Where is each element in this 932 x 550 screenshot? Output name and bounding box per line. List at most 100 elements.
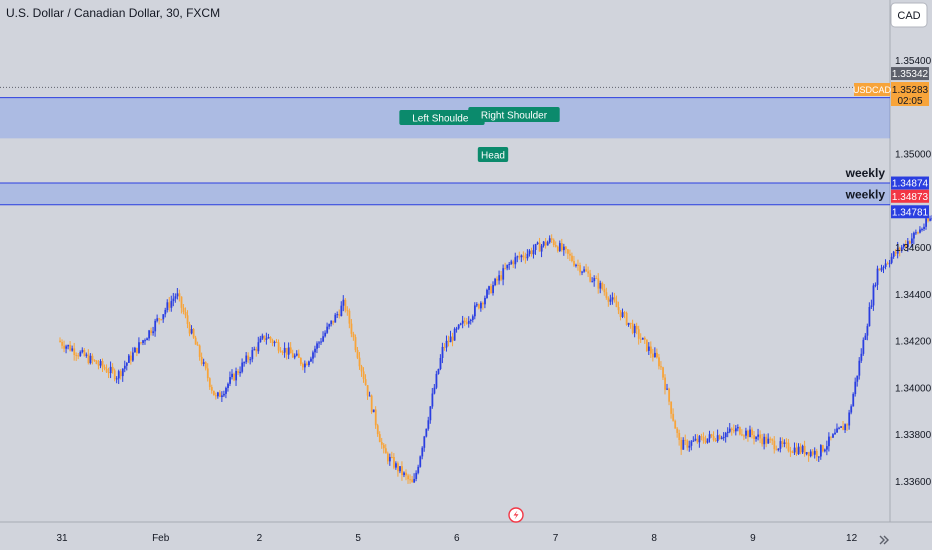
candle-body [629, 322, 632, 324]
candle-body [714, 439, 717, 442]
candle-body [840, 426, 843, 428]
candle-body [876, 268, 879, 285]
candle-body [496, 278, 499, 281]
symbol-tag [854, 83, 890, 96]
candle-body [465, 322, 468, 324]
candle-body [176, 293, 179, 297]
candle-body [338, 314, 341, 317]
candle-body [569, 253, 571, 256]
candle-body [645, 339, 648, 351]
candle-body [540, 245, 543, 252]
candle-body [817, 456, 820, 458]
candle-body [473, 305, 476, 317]
candle-body [119, 371, 122, 377]
candle-body [538, 242, 541, 252]
candle-body [136, 347, 138, 353]
candle-body [293, 355, 296, 358]
candle-body [904, 244, 907, 248]
candle-body [550, 238, 553, 240]
candle-body [500, 275, 503, 280]
candle-body [431, 393, 434, 407]
candle-body [583, 269, 586, 272]
candle-body [227, 383, 229, 388]
candle-body [130, 355, 132, 361]
candle-body [520, 255, 523, 258]
candle-body [91, 355, 94, 360]
candle-body [111, 366, 114, 371]
candle-body [565, 246, 567, 250]
candle-body [352, 333, 355, 338]
candle-body [447, 340, 450, 343]
candle-body [567, 249, 569, 254]
candle-body [459, 323, 462, 325]
candle-body [221, 395, 223, 397]
candle-body [443, 346, 446, 348]
candle-body [571, 255, 573, 262]
candle-body [700, 436, 703, 438]
candle-body [595, 278, 598, 280]
candle-body [297, 353, 300, 358]
x-tick-label: Feb [152, 533, 170, 544]
candle-body [605, 292, 608, 298]
candle-body [180, 296, 183, 308]
candle-body [585, 269, 588, 272]
candle-body [761, 438, 764, 445]
candle-body [350, 323, 353, 334]
candle-body [99, 361, 102, 366]
candle-body [415, 472, 418, 479]
candle-body [797, 446, 800, 455]
candle-body [690, 441, 693, 446]
candle-body [597, 278, 600, 289]
candle-body [656, 352, 658, 358]
candle-body [888, 262, 891, 264]
zone-weekly-zone [0, 183, 890, 205]
candle-body [502, 268, 505, 280]
candle-body [745, 430, 747, 436]
candle-body [911, 238, 913, 244]
x-tick-label: 5 [355, 533, 361, 544]
current-price-box [891, 82, 929, 106]
candle-body [591, 281, 594, 283]
candle-body [251, 350, 254, 360]
events-icon[interactable] [508, 507, 524, 523]
candle-body [915, 232, 917, 234]
currency-button[interactable]: CAD [890, 2, 928, 28]
candle-body [61, 341, 64, 346]
candle-body [712, 436, 715, 440]
candle-body [615, 301, 618, 308]
candle-body [455, 328, 458, 330]
candle-body [929, 218, 932, 221]
scroll-to-realtime-icon[interactable] [879, 535, 889, 545]
candle-body [522, 255, 525, 258]
candle-body [787, 442, 790, 451]
candle-body [146, 338, 149, 341]
candle-body [556, 246, 559, 252]
candle-body [732, 429, 735, 432]
candle-body [316, 343, 318, 349]
candle-body [239, 371, 242, 374]
time-axis[interactable] [0, 523, 890, 550]
candle-body [346, 310, 349, 312]
candle-body [882, 266, 885, 268]
candle-body [429, 406, 432, 421]
candle-body [872, 285, 875, 306]
candle-body [684, 439, 687, 441]
candle-body [654, 352, 656, 358]
candle-body [378, 434, 381, 443]
candle-body [769, 438, 772, 440]
candle-body [607, 297, 610, 302]
candle-body [469, 319, 472, 321]
candle-body [660, 366, 662, 368]
candle-body [601, 282, 604, 290]
candle-body [603, 289, 606, 293]
candle-body [247, 355, 250, 360]
plot-area[interactable] [0, 0, 890, 522]
candle-body [312, 352, 314, 359]
candle-body [749, 429, 751, 438]
candle-body [868, 307, 871, 327]
y-tick-label: 1.35400 [895, 56, 932, 67]
candle-body [593, 278, 596, 282]
candle-body [142, 340, 144, 344]
candle-body [900, 247, 903, 251]
